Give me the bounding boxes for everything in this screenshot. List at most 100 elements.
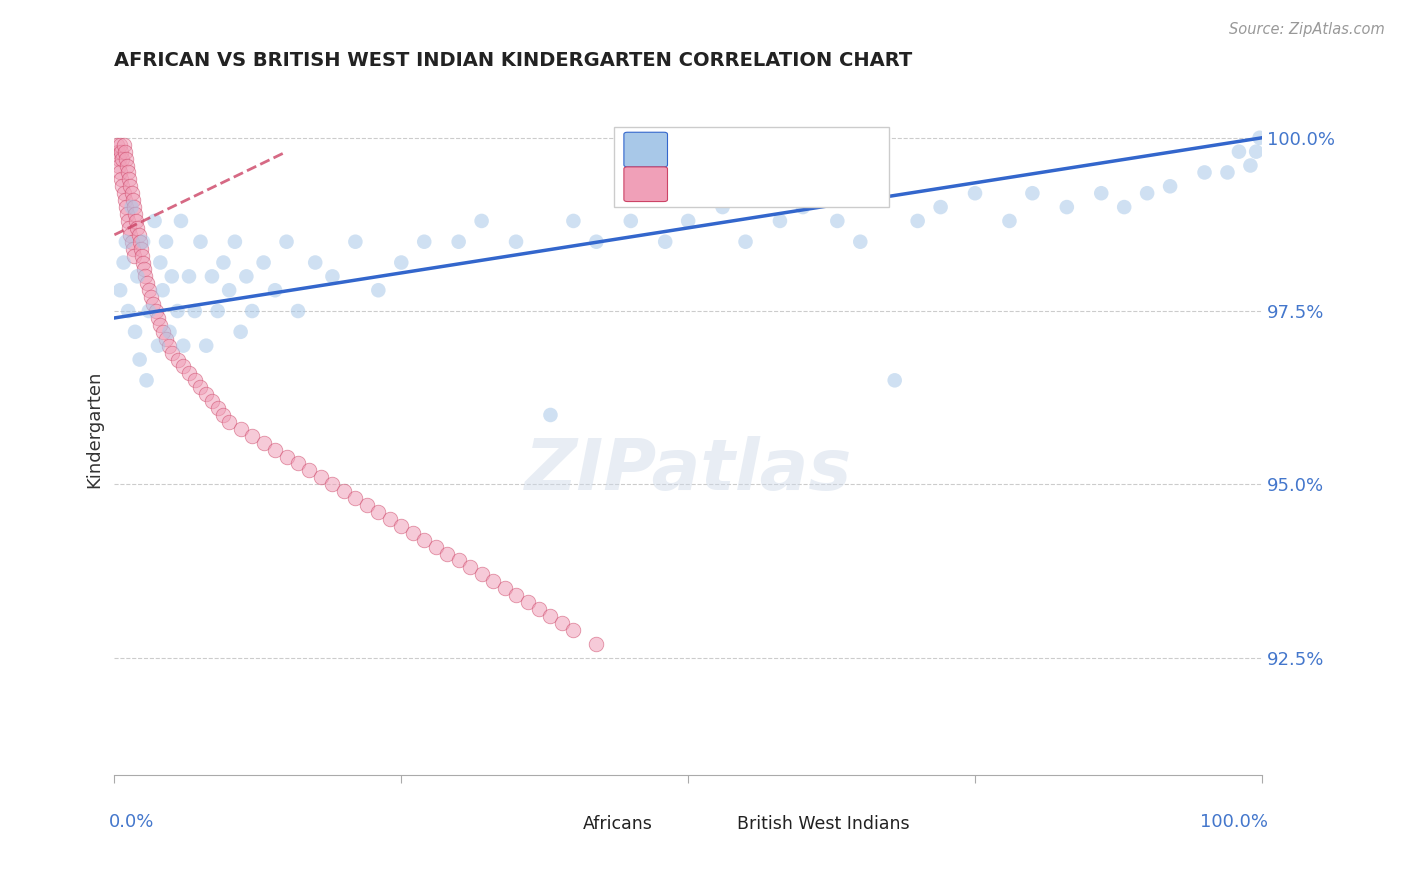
Point bbox=[111, 152, 134, 166]
Point bbox=[827, 214, 849, 228]
Point bbox=[155, 235, 177, 249]
Point bbox=[734, 235, 756, 249]
Text: 0.0%: 0.0% bbox=[108, 814, 155, 831]
FancyBboxPatch shape bbox=[613, 128, 889, 207]
Point bbox=[252, 255, 274, 269]
Point bbox=[143, 214, 166, 228]
Point bbox=[128, 352, 150, 367]
Point bbox=[114, 193, 136, 207]
Point bbox=[110, 172, 132, 186]
Point bbox=[240, 304, 263, 318]
Point bbox=[287, 304, 309, 318]
Point bbox=[128, 227, 150, 242]
Point bbox=[132, 235, 155, 249]
Point bbox=[676, 214, 699, 228]
Point bbox=[998, 214, 1021, 228]
Point bbox=[120, 227, 142, 242]
Point bbox=[551, 615, 574, 630]
Point bbox=[108, 152, 131, 166]
Point bbox=[1249, 130, 1271, 145]
Point bbox=[195, 387, 218, 401]
Point bbox=[218, 415, 240, 429]
Point bbox=[172, 359, 194, 374]
Point bbox=[108, 165, 131, 179]
Point bbox=[155, 332, 177, 346]
Text: 100.0%: 100.0% bbox=[1199, 814, 1268, 831]
Point bbox=[129, 242, 152, 256]
FancyBboxPatch shape bbox=[624, 132, 668, 167]
Point bbox=[883, 373, 905, 387]
Point bbox=[120, 179, 142, 194]
Point bbox=[471, 567, 494, 582]
Point bbox=[139, 290, 162, 304]
Text: R = 0.284   N = 92: R = 0.284 N = 92 bbox=[678, 175, 856, 194]
Point bbox=[201, 394, 224, 409]
Point bbox=[276, 235, 298, 249]
Point bbox=[235, 269, 257, 284]
Point bbox=[458, 560, 481, 574]
Point bbox=[963, 186, 986, 201]
Point bbox=[298, 463, 321, 477]
Point bbox=[121, 200, 143, 214]
Point bbox=[142, 297, 165, 311]
Point bbox=[112, 255, 135, 269]
Point bbox=[159, 339, 181, 353]
Point bbox=[471, 214, 494, 228]
Point bbox=[118, 220, 141, 235]
Point bbox=[195, 339, 218, 353]
Point bbox=[114, 145, 136, 159]
Text: ZIPatlas: ZIPatlas bbox=[524, 436, 852, 505]
Point bbox=[929, 200, 952, 214]
Point bbox=[124, 207, 146, 221]
Point bbox=[145, 304, 167, 318]
Point bbox=[1244, 145, 1267, 159]
Point bbox=[112, 186, 135, 201]
Point bbox=[127, 220, 149, 235]
Point bbox=[1114, 200, 1136, 214]
Point bbox=[516, 595, 538, 609]
Point bbox=[654, 235, 676, 249]
Point bbox=[108, 137, 131, 152]
Point bbox=[190, 235, 212, 249]
FancyBboxPatch shape bbox=[548, 812, 578, 837]
Point bbox=[207, 401, 229, 415]
Point bbox=[304, 255, 326, 269]
Text: AFRICAN VS BRITISH WEST INDIAN KINDERGARTEN CORRELATION CHART: AFRICAN VS BRITISH WEST INDIAN KINDERGAR… bbox=[114, 51, 912, 70]
Point bbox=[792, 200, 814, 214]
Point bbox=[135, 373, 157, 387]
Point bbox=[413, 235, 436, 249]
Point bbox=[149, 255, 172, 269]
Point bbox=[172, 339, 194, 353]
Point bbox=[117, 214, 139, 228]
Point bbox=[124, 325, 146, 339]
Point bbox=[108, 283, 131, 297]
Point bbox=[218, 283, 240, 297]
Point bbox=[769, 214, 792, 228]
Point bbox=[111, 179, 134, 194]
Point bbox=[505, 235, 527, 249]
Point bbox=[264, 283, 287, 297]
Point bbox=[121, 186, 143, 201]
Point bbox=[128, 235, 150, 249]
Point bbox=[540, 408, 562, 422]
Point bbox=[264, 442, 287, 457]
Point bbox=[378, 512, 401, 526]
Point bbox=[177, 367, 200, 381]
Point bbox=[107, 145, 129, 159]
Point bbox=[118, 172, 141, 186]
Point bbox=[115, 207, 138, 221]
Point bbox=[201, 269, 224, 284]
Point bbox=[159, 325, 181, 339]
Point bbox=[152, 283, 174, 297]
Point bbox=[344, 491, 367, 505]
Point bbox=[108, 159, 131, 173]
Point bbox=[112, 137, 135, 152]
Point bbox=[252, 435, 274, 450]
Point bbox=[135, 277, 157, 291]
Point bbox=[115, 152, 138, 166]
Point bbox=[367, 505, 389, 519]
Point bbox=[1136, 186, 1159, 201]
Point bbox=[562, 214, 585, 228]
Point bbox=[110, 145, 132, 159]
Point bbox=[436, 547, 458, 561]
